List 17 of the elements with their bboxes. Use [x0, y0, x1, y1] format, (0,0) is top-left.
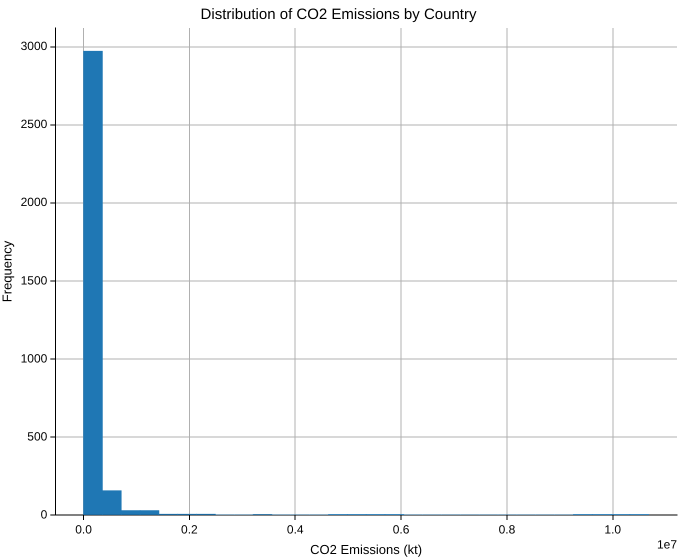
y-tick-label: 2000	[20, 195, 48, 210]
y-axis-title: Frequency	[0, 240, 14, 302]
x-tick-label: 0.8	[498, 522, 516, 537]
y-tick-label: 3000	[20, 39, 48, 54]
x-tick-label: 0.2	[181, 522, 198, 537]
x-tick-label: 0.0	[75, 522, 92, 537]
y-tick-label: 0	[40, 507, 48, 522]
x-tick-label: 1.0	[604, 522, 622, 537]
chart-title: Distribution of CO2 Emissions by Country	[200, 6, 477, 24]
x-tick-label: 0.6	[392, 522, 410, 537]
y-tick-label: 2500	[20, 117, 48, 132]
x-tick-label: 0.4	[286, 522, 304, 537]
y-tick-label: 500	[27, 429, 48, 444]
x-axis-title: CO2 Emissions (kt)	[310, 542, 422, 557]
y-tick-label: 1000	[20, 351, 48, 366]
text: 1e7	[656, 537, 678, 552]
y-tick-label: 1500	[20, 273, 48, 288]
